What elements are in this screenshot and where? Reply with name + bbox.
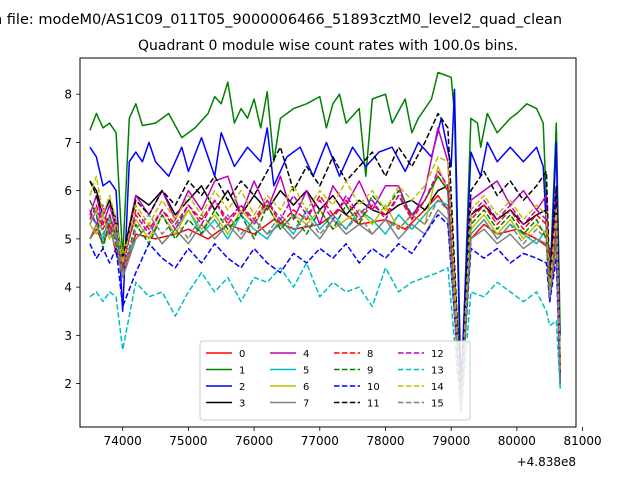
y-tick-label: 8 xyxy=(64,88,72,102)
x-tick-label: 74000 xyxy=(104,434,142,448)
y-tick-label: 3 xyxy=(64,329,72,343)
legend-label-15: 15 xyxy=(431,399,444,410)
x-tick-label: 76000 xyxy=(235,434,273,448)
x-tick-label: 77000 xyxy=(301,434,339,448)
x-axis: 74000 75000 76000 77000 78000 79000 80000 81000 xyxy=(104,427,602,448)
chart-title: Quadrant 0 module wise count rates with … xyxy=(138,38,518,54)
supertitle: n file: modeM0/AS1C09_011T05_9000006466_… xyxy=(0,12,562,28)
legend-label-9: 9 xyxy=(367,366,373,377)
y-tick-label: 5 xyxy=(64,232,72,246)
y-axis: 2 3 4 5 6 7 8 xyxy=(64,88,80,391)
series-line-1 xyxy=(89,71,561,409)
legend-label-1: 1 xyxy=(239,366,245,377)
legend-label-4: 4 xyxy=(303,349,309,360)
legend-label-7: 7 xyxy=(303,399,309,410)
plot-area xyxy=(89,71,561,414)
series-line-8 xyxy=(89,175,561,399)
series-line-14 xyxy=(89,156,561,404)
axes-frame xyxy=(79,57,577,428)
legend-label-6: 6 xyxy=(303,382,309,393)
series-line-11 xyxy=(89,112,561,399)
legend-label-3: 3 xyxy=(239,399,245,410)
legend-label-14: 14 xyxy=(431,382,444,393)
legend-label-8: 8 xyxy=(367,349,373,360)
x-tick-label: 75000 xyxy=(169,434,207,448)
series-line-9 xyxy=(89,175,561,409)
legend-label-13: 13 xyxy=(431,366,444,377)
y-tick-label: 7 xyxy=(64,136,72,150)
legend-label-0: 0 xyxy=(239,349,245,360)
series-line-12 xyxy=(89,170,561,404)
x-offset-label: +4.838e8 xyxy=(517,455,576,469)
series-line-13 xyxy=(89,262,561,414)
legend-label-11: 11 xyxy=(367,399,380,410)
series-line-0 xyxy=(89,194,561,394)
x-tick-label: 78000 xyxy=(366,434,404,448)
legend-label-5: 5 xyxy=(303,366,309,377)
legend-label-2: 2 xyxy=(239,382,245,393)
legend-label-12: 12 xyxy=(431,349,444,360)
y-tick-label: 4 xyxy=(64,281,72,295)
legend-box xyxy=(199,340,471,421)
y-tick-label: 6 xyxy=(64,184,72,198)
legend-label-10: 10 xyxy=(367,382,380,393)
x-tick-label: 81000 xyxy=(563,434,601,448)
series-line-15 xyxy=(89,199,561,409)
x-tick-label: 79000 xyxy=(432,434,470,448)
x-tick-label: 80000 xyxy=(498,434,536,448)
y-tick-label: 2 xyxy=(64,377,72,391)
